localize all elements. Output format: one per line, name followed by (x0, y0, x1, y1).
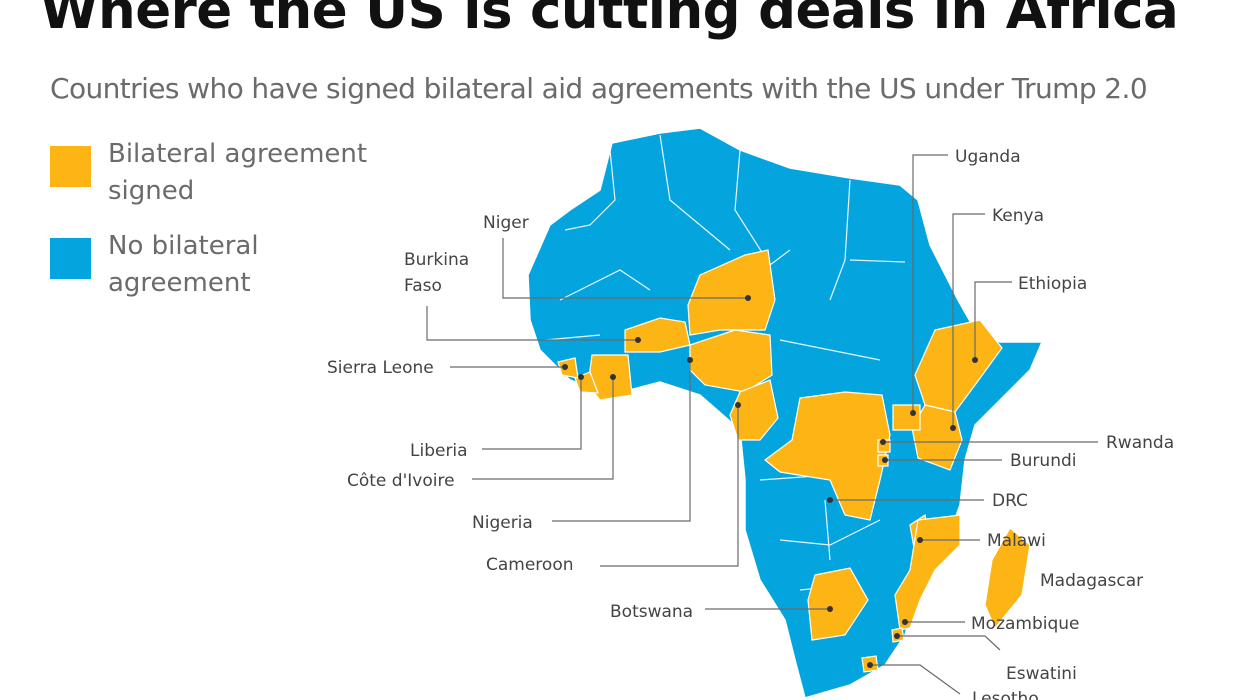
label-malawi: Malawi (987, 531, 1046, 551)
label-botswana: Botswana (610, 602, 693, 622)
country-drc (764, 391, 891, 521)
country-labels: Niger Burkina Faso Sierra Leone Liberia … (327, 147, 1174, 700)
legend-swatch-signed (50, 146, 91, 187)
leader-lesotho (870, 664, 961, 695)
label-sierra-leone: Sierra Leone (327, 358, 434, 378)
label-burkina-faso-2: Faso (404, 276, 442, 296)
leader-kenya (952, 213, 985, 428)
label-cameroon: Cameroon (486, 555, 574, 575)
label-kenya: Kenya (992, 206, 1044, 226)
label-burkina-faso: Burkina (404, 250, 469, 270)
leader-niger (502, 238, 748, 299)
leader-cameroon (600, 405, 739, 567)
leader-eswatini (897, 635, 1001, 651)
country-nigeria (689, 329, 773, 393)
page-title: Where the US is cutting deals in Africa (40, 0, 1179, 41)
country-cameroon (729, 379, 779, 441)
country-botswana (807, 567, 869, 641)
label-madagascar: Madagascar (1040, 571, 1143, 591)
country-ethiopia (914, 319, 1003, 413)
legend-label-signed: Bilateral agreement signed (108, 139, 368, 206)
leader-nigeria (552, 360, 691, 522)
leader-ethiopia (974, 281, 1012, 360)
label-cote-divoire: Côte d'Ivoire (347, 471, 455, 491)
label-eswatini: Eswatini (1006, 664, 1077, 684)
label-drc: DRC (992, 491, 1028, 511)
page-subtitle: Countries who have signed bilateral aid … (50, 72, 1148, 105)
label-niger: Niger (483, 213, 529, 233)
leader-liberia (482, 377, 582, 450)
label-nigeria: Nigeria (472, 513, 533, 533)
country-madagascar (984, 527, 1031, 630)
leader-burkina-faso (426, 306, 638, 341)
country-mozambique (894, 514, 961, 631)
leader-dots (562, 295, 978, 668)
signed-countries (557, 249, 1031, 673)
legend-label-not-signed: No bilateral agreement (108, 231, 259, 298)
legend-swatch-not-signed (50, 238, 91, 279)
leader-cote-divoire (472, 377, 614, 480)
label-liberia: Liberia (410, 441, 468, 461)
country-uganda (892, 404, 921, 431)
leader-uganda (912, 154, 948, 413)
label-mozambique: Mozambique (971, 614, 1080, 634)
country-sierra-leone (557, 357, 579, 379)
label-burundi: Burundi (1010, 451, 1077, 471)
label-lesotho: Lesotho (972, 689, 1039, 700)
country-niger (687, 249, 776, 336)
leader-lines (426, 154, 1098, 695)
label-rwanda: Rwanda (1106, 433, 1174, 453)
country-borders (544, 134, 906, 591)
label-uganda: Uganda (955, 147, 1021, 167)
label-ethiopia: Ethiopia (1018, 274, 1087, 294)
